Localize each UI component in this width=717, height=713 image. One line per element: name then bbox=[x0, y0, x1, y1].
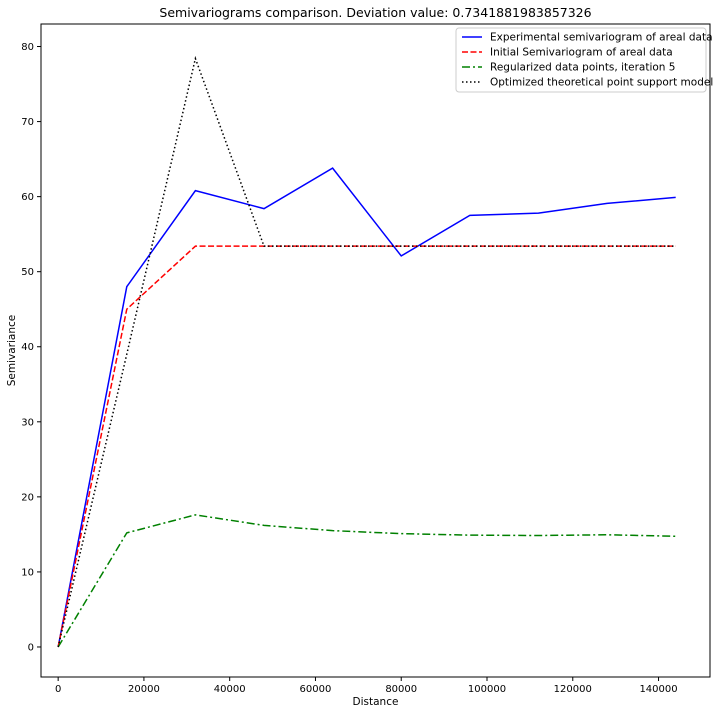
y-tick-label: 0 bbox=[28, 642, 34, 653]
y-tick-label: 40 bbox=[21, 342, 34, 353]
y-tick-label: 80 bbox=[21, 42, 34, 53]
x-tick-label: 100000 bbox=[468, 684, 506, 695]
x-axis-label: Distance bbox=[353, 696, 399, 708]
series-line-2 bbox=[57, 245, 676, 648]
plot-frame bbox=[40, 23, 711, 678]
y-tick-label: 10 bbox=[21, 567, 34, 578]
series-line-1 bbox=[57, 167, 676, 648]
y-tick-label: 50 bbox=[21, 267, 34, 278]
x-tick-label: 20000 bbox=[128, 684, 160, 695]
legend-entry-label: Regularized data points, iteration 5 bbox=[490, 62, 675, 74]
x-tick-label: 140000 bbox=[639, 684, 677, 695]
y-tick-label: 70 bbox=[21, 117, 34, 128]
y-tick-label: 30 bbox=[21, 417, 34, 428]
legend-box bbox=[455, 27, 707, 93]
y-tick-label: 60 bbox=[21, 192, 34, 203]
plot-lines bbox=[57, 55, 676, 648]
x-tick-label: 60000 bbox=[300, 684, 332, 695]
series-line-3 bbox=[57, 514, 676, 648]
y-axis-ticks: 0 10 20 30 40 50 60 70 80 bbox=[21, 42, 41, 653]
legend-entry-label: Experimental semivariogram of areal data bbox=[490, 32, 713, 44]
legend-entry-label: Initial Semivariogram of areal data bbox=[490, 47, 673, 59]
y-axis-label: Semivariance bbox=[6, 315, 18, 386]
x-tick-label: 120000 bbox=[554, 684, 592, 695]
x-tick-label: 0 bbox=[55, 684, 61, 695]
y-tick-label: 20 bbox=[21, 492, 34, 503]
series-line-4 bbox=[57, 55, 676, 648]
x-tick-label: 80000 bbox=[385, 684, 417, 695]
legend: Experimental semivariogram of areal data… bbox=[455, 27, 713, 93]
x-axis-ticks: 0 20000 40000 60000 80000 100000 120000 140000 bbox=[55, 677, 678, 695]
chart-title: Semivariograms comparison. Deviation val… bbox=[159, 5, 591, 20]
x-tick-label: 40000 bbox=[214, 684, 246, 695]
legend-entry-label: Optimized theoretical point support mode… bbox=[490, 77, 713, 89]
